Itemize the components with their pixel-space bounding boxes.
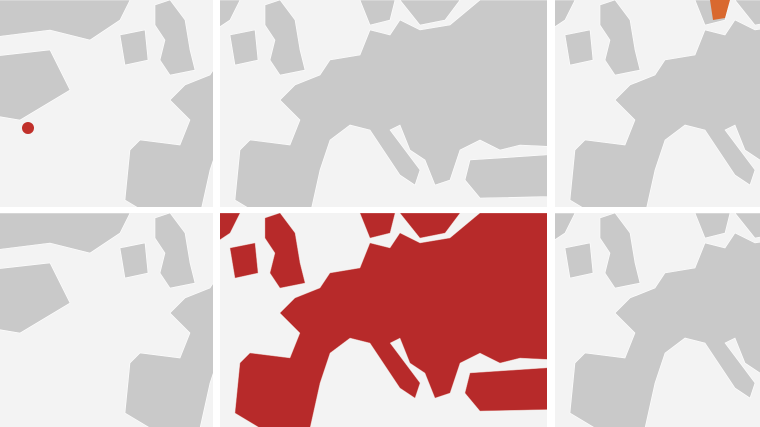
map-panel xyxy=(0,213,213,427)
map-panel xyxy=(555,213,760,427)
map-panel xyxy=(0,0,213,207)
map-panel xyxy=(220,213,547,427)
map-panel xyxy=(555,0,760,207)
region xyxy=(710,0,730,20)
region xyxy=(22,122,34,134)
map-panel xyxy=(220,0,547,207)
